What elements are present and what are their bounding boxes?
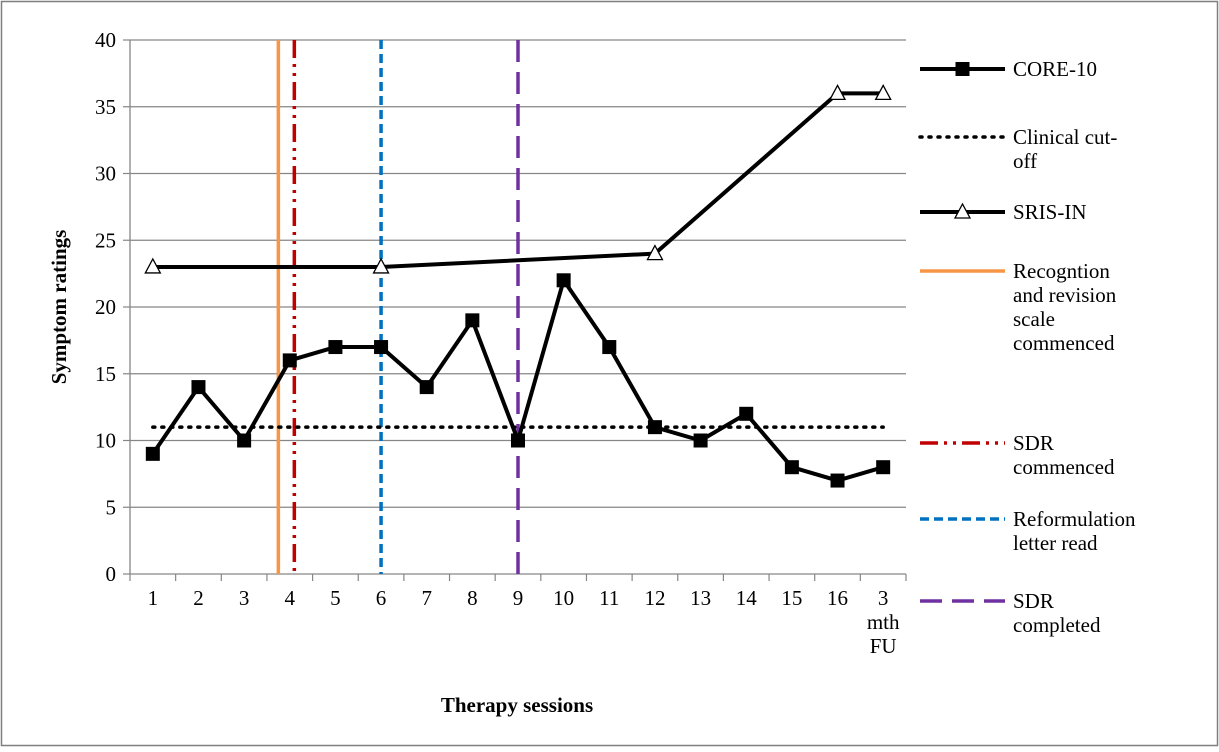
data-point — [557, 274, 570, 287]
y-tick-label: 40 — [95, 28, 116, 52]
legend-label: SDR — [1013, 431, 1054, 455]
x-axis-title: Therapy sessions — [441, 693, 593, 717]
legend-label: Reformulation — [1013, 507, 1136, 531]
y-tick-label: 20 — [95, 295, 116, 319]
data-point — [466, 314, 479, 327]
x-tick-label: 11 — [599, 586, 619, 610]
legend-label: SRIS-IN — [1013, 200, 1087, 224]
x-tick-label: 6 — [376, 586, 387, 610]
data-point — [831, 474, 844, 487]
x-tick-label: 9 — [513, 586, 524, 610]
x-tick-label: 15 — [781, 586, 802, 610]
data-point — [956, 63, 969, 76]
data-point — [603, 341, 616, 354]
legend-label: CORE-10 — [1013, 57, 1097, 81]
x-tick-label: 3 — [878, 586, 889, 610]
data-point — [694, 434, 707, 447]
x-tick-label: mth — [867, 610, 900, 634]
y-tick-label: 5 — [106, 495, 117, 519]
y-tick-label: 25 — [95, 228, 116, 252]
y-axis-title: Symptom ratings — [47, 230, 71, 385]
data-point — [420, 381, 433, 394]
data-point — [329, 341, 342, 354]
data-point — [785, 461, 798, 474]
legend-label: off — [1013, 149, 1037, 173]
x-tick-label: 13 — [690, 586, 711, 610]
x-tick-label: FU — [870, 634, 897, 658]
y-tick-label: 30 — [95, 162, 116, 186]
legend-label: SDR — [1013, 589, 1054, 613]
x-tick-label: 4 — [285, 586, 296, 610]
x-tick-label: 14 — [736, 586, 758, 610]
x-tick-label: 8 — [467, 586, 478, 610]
legend-label: commenced — [1013, 331, 1115, 355]
legend-label: completed — [1013, 613, 1101, 637]
x-tick-label: 10 — [553, 586, 574, 610]
x-tick-label: 2 — [193, 586, 204, 610]
y-tick-label: 10 — [95, 429, 116, 453]
x-tick-label: 5 — [330, 586, 341, 610]
legend-label: scale — [1013, 307, 1055, 331]
x-tick-label: 3 — [239, 586, 250, 610]
data-point — [238, 434, 251, 447]
data-point — [512, 434, 525, 447]
x-tick-label: 12 — [644, 586, 665, 610]
legend-label: commenced — [1013, 455, 1115, 479]
x-tick-label: 16 — [827, 586, 848, 610]
legend-label: Recogntion — [1013, 259, 1110, 283]
y-tick-label: 35 — [95, 95, 116, 119]
y-tick-label: 15 — [95, 362, 116, 386]
data-point — [283, 354, 296, 367]
data-point — [740, 407, 753, 420]
legend-label: letter read — [1013, 531, 1098, 555]
legend-label: and revision — [1013, 283, 1117, 307]
data-point — [877, 461, 890, 474]
y-tick-label: 0 — [106, 562, 117, 586]
x-tick-label: 7 — [421, 586, 432, 610]
legend-label: Clinical cut- — [1013, 125, 1117, 149]
x-tick-label: 1 — [148, 586, 159, 610]
data-point — [146, 447, 159, 460]
data-point — [192, 381, 205, 394]
data-point — [375, 341, 388, 354]
